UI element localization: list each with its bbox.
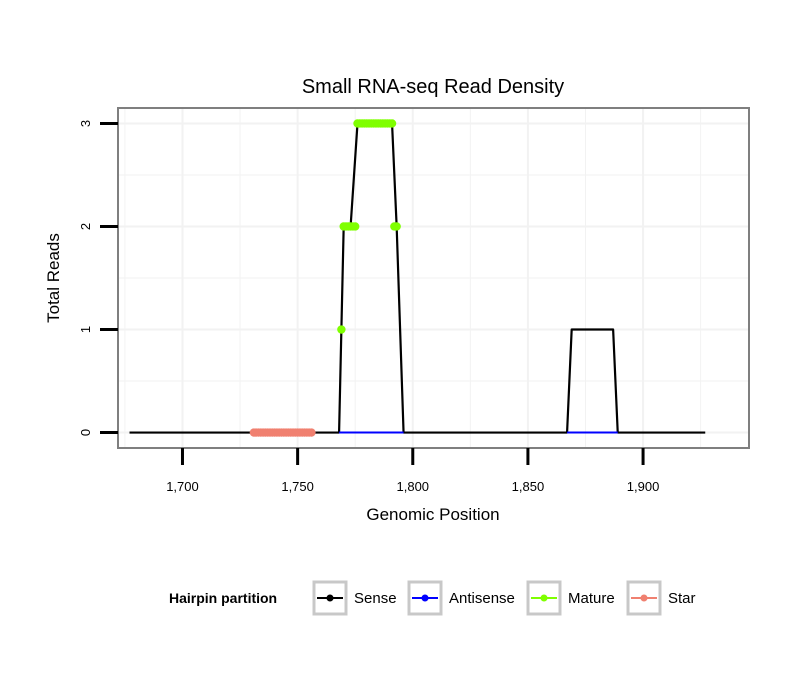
legend-label-sense: Sense — [354, 590, 397, 607]
chart-title: Small RNA-seq Read Density — [302, 76, 564, 98]
y-axis: 0 1 2 3 — [78, 120, 118, 436]
legend-label-star: Star — [668, 590, 696, 607]
legend-key-point — [540, 594, 548, 602]
x-tick-label: 1,800 — [397, 479, 430, 494]
legend-label-mature: Mature — [568, 590, 615, 607]
series-layer — [129, 119, 706, 437]
legend: Hairpin partition Sense Antisense Mature St… — [169, 580, 696, 616]
y-tick-label: 0 — [78, 429, 93, 436]
legend-key-point — [326, 594, 334, 602]
gridlines — [118, 108, 749, 448]
y-tick-label: 3 — [78, 120, 93, 127]
mature-point — [392, 222, 401, 231]
mature-point — [337, 325, 346, 334]
x-tick-label: 1,700 — [166, 479, 199, 494]
x-axis-title: Genomic Position — [366, 505, 499, 524]
mature-point — [387, 119, 397, 128]
plot-border — [117, 107, 750, 449]
legend-title: Hairpin partition — [169, 590, 277, 606]
y-tick-label: 1 — [78, 326, 93, 333]
mature-point — [351, 222, 360, 231]
x-tick-label: 1,750 — [281, 479, 314, 494]
star-point — [307, 428, 316, 437]
y-axis-title: Total Reads — [44, 233, 63, 323]
legend-label-antisense: Antisense — [449, 590, 515, 607]
legend-key-point — [421, 594, 429, 602]
x-tick-label: 1,850 — [512, 479, 545, 494]
x-axis: 1,700 1,750 1,800 1,850 1,900 — [166, 448, 659, 494]
y-tick-label: 2 — [78, 223, 93, 230]
x-tick-label: 1,900 — [627, 479, 660, 494]
legend-key-point — [640, 594, 648, 602]
